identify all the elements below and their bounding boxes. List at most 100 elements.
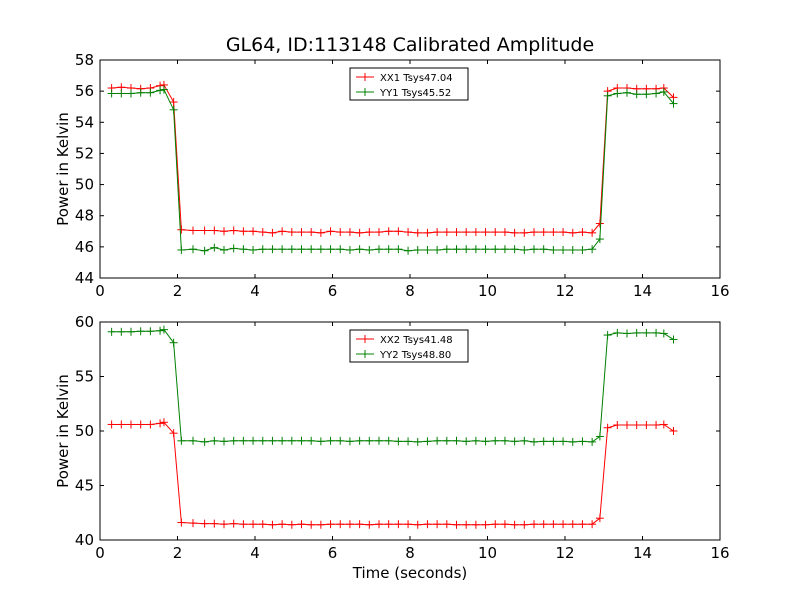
data-point: [669, 335, 678, 344]
data-point: [156, 419, 165, 428]
data-point: [442, 436, 451, 445]
data-point: [539, 437, 548, 446]
data-point: [375, 436, 383, 445]
data-point: [549, 520, 558, 529]
data-point: [316, 228, 325, 237]
x-tick-label: 2: [173, 282, 183, 300]
data-point: [258, 228, 267, 237]
data-point: [316, 437, 325, 446]
data-point: [229, 226, 238, 235]
data-point: [229, 244, 238, 253]
data-point: [413, 437, 422, 446]
data-point: [559, 520, 568, 529]
data-point: [336, 520, 345, 529]
data-point: [117, 327, 126, 336]
data-point: [404, 246, 413, 255]
data-point: [413, 245, 422, 254]
data-point: [355, 245, 364, 254]
y-tick-label: 60: [75, 313, 94, 331]
data-point: [510, 520, 519, 529]
data-point: [336, 245, 345, 254]
data-point: [177, 518, 186, 527]
data-point: [520, 520, 529, 529]
data-point: [375, 520, 383, 529]
data-point: [462, 520, 471, 529]
data-point: [127, 420, 135, 429]
data-point: [117, 420, 126, 429]
y-tick-label: 50: [75, 422, 94, 440]
data-point: [578, 520, 587, 529]
data-point: [452, 436, 461, 445]
data-point: [268, 436, 277, 445]
data-point: [156, 86, 165, 95]
data-point: [433, 436, 442, 445]
data-point: [345, 520, 354, 529]
data-point: [539, 520, 548, 529]
data-point: [520, 436, 529, 445]
data-point: [365, 520, 374, 529]
data-point: [500, 228, 509, 237]
data-point: [394, 245, 403, 254]
data-point: [520, 245, 529, 254]
x-tick-label: 8: [405, 544, 415, 562]
y-tick-label: 48: [75, 207, 94, 225]
chart-title: GL64, ID:113148 Calibrated Amplitude: [225, 34, 595, 56]
y-tick-label: 56: [75, 82, 94, 100]
data-point: [278, 520, 287, 529]
data-point: [652, 421, 661, 430]
data-point: [404, 520, 413, 529]
data-point: [220, 520, 228, 529]
data-point: [200, 246, 209, 255]
data-point: [326, 245, 335, 254]
data-point: [595, 235, 604, 244]
data-point: [491, 520, 500, 529]
data-point: [500, 520, 509, 529]
data-point: [510, 228, 519, 237]
x-tick-label: 12: [555, 282, 574, 300]
data-point: [159, 418, 168, 427]
data-point: [107, 420, 116, 429]
legend-item: XX1 Tsys47.04: [356, 73, 453, 84]
legend-item: YY1 Tsys45.52: [356, 88, 451, 99]
legend: XX1 Tsys47.04 YY1 Tsys45.52: [349, 67, 469, 101]
data-point: [471, 436, 480, 445]
x-tick-label: 0: [95, 282, 105, 300]
data-point: [603, 91, 612, 100]
data-point: [669, 427, 678, 435]
data-point: [316, 520, 325, 529]
data-point: [117, 89, 126, 98]
data-point: [423, 520, 432, 529]
data-point: [307, 520, 316, 529]
data-point: [423, 245, 432, 254]
data-point: [258, 436, 267, 445]
x-tick-label: 14: [633, 282, 652, 300]
legend-item: XX2 Tsys41.48: [356, 335, 453, 346]
data-point: [623, 421, 631, 430]
y-tick-label: 46: [75, 238, 94, 256]
x-tick-label: 8: [405, 282, 415, 300]
data-point: [491, 228, 500, 237]
data-point: [268, 245, 277, 254]
data-point: [220, 227, 228, 236]
x-tick-label: 6: [328, 544, 338, 562]
data-point: [578, 228, 587, 237]
data-point: [520, 228, 529, 237]
data-point: [462, 437, 471, 446]
data-point: [462, 228, 471, 237]
data-point: [659, 420, 668, 429]
data-point: [287, 245, 296, 254]
data-point: [659, 329, 668, 338]
data-point: [549, 245, 558, 254]
data-point: [297, 245, 306, 254]
data-point: [595, 219, 604, 228]
data-point: [413, 520, 422, 529]
data-point: [136, 88, 145, 97]
data-point: [365, 245, 374, 254]
data-point: [394, 227, 403, 236]
data-point: [568, 245, 577, 254]
data-point: [423, 437, 432, 446]
data-point: [258, 520, 267, 529]
y-tick-label: 52: [75, 144, 94, 162]
x-tick-label: 16: [710, 544, 729, 562]
